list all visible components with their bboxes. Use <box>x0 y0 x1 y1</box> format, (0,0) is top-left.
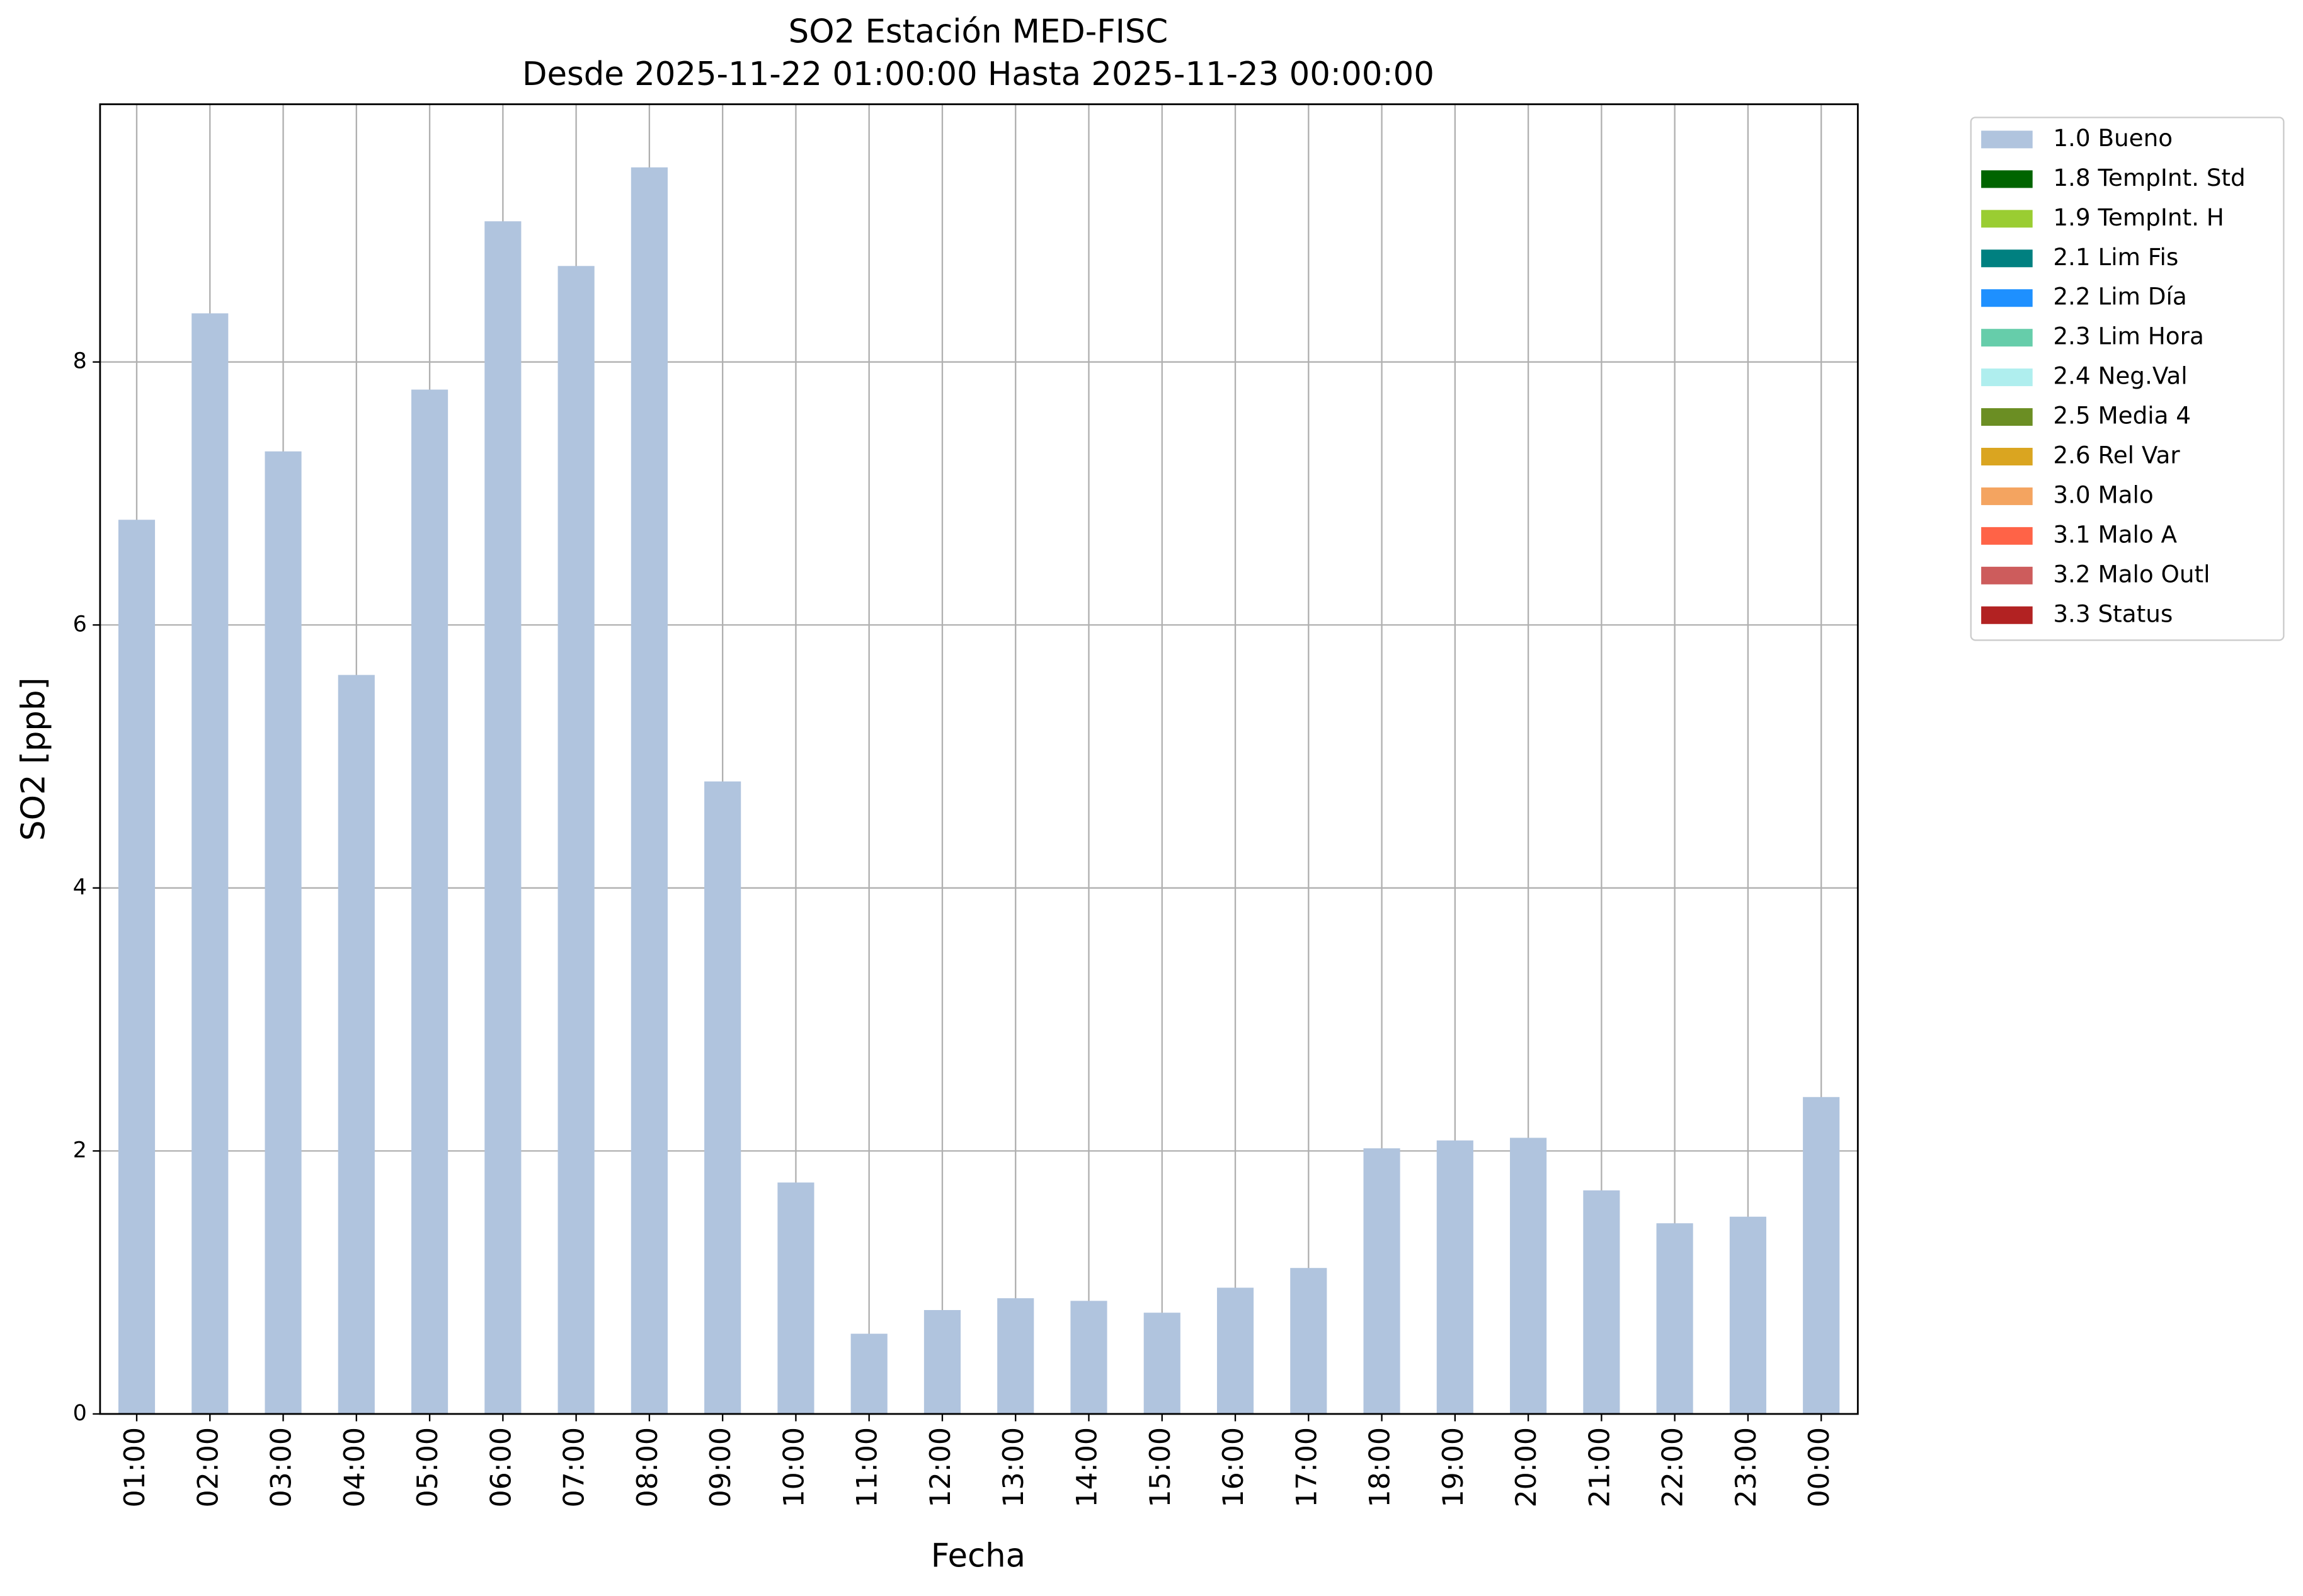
legend-label: 2.5 Media 4 <box>2053 402 2191 430</box>
bar <box>1656 1223 1693 1414</box>
bar <box>338 675 375 1414</box>
x-tick-label: 18:00 <box>1364 1427 1397 1508</box>
bar <box>850 1333 888 1414</box>
bar <box>191 313 229 1414</box>
legend-swatch <box>1981 368 2033 387</box>
legend-label: 2.2 Lim Día <box>2053 283 2186 311</box>
x-tick-label: 21:00 <box>1584 1427 1616 1508</box>
bar <box>484 221 522 1414</box>
x-tick-label: 22:00 <box>1657 1427 1689 1508</box>
y-axis-label: SO2 [ppb] <box>14 678 52 841</box>
bar <box>777 1182 814 1414</box>
bar <box>704 781 741 1414</box>
y-tick-label: 4 <box>73 875 87 900</box>
x-tick-label: 09:00 <box>705 1427 737 1508</box>
legend-swatch <box>1981 527 2033 545</box>
legend-label: 2.1 Lim Fis <box>2053 243 2178 271</box>
legend-swatch <box>1981 130 2033 149</box>
x-tick-label: 11:00 <box>852 1427 884 1508</box>
legend-swatch <box>1981 606 2033 624</box>
legend-label: 1.9 TempInt. H <box>2053 203 2224 231</box>
x-tick-label: 17:00 <box>1291 1427 1323 1508</box>
x-tick-label: 04:00 <box>339 1427 371 1508</box>
bar <box>631 167 668 1414</box>
x-tick-label: 20:00 <box>1511 1427 1543 1508</box>
x-tick-label: 12:00 <box>925 1427 957 1508</box>
bar <box>1436 1140 1473 1414</box>
legend-label: 3.1 Malo A <box>2053 520 2177 548</box>
x-tick-label: 02:00 <box>192 1427 224 1508</box>
legend-swatch <box>1981 289 2033 307</box>
bar <box>1583 1190 1620 1414</box>
bars <box>118 167 1840 1414</box>
legend-label: 2.3 Lim Hora <box>2053 322 2203 350</box>
chart-title: SO2 Estación MED-FISC <box>789 13 1169 51</box>
plot-frame <box>99 103 1859 1415</box>
x-tick-label: 01:00 <box>119 1427 151 1508</box>
x-tick-label: 08:00 <box>632 1427 664 1508</box>
bar <box>557 266 595 1414</box>
x-tick-label: 19:00 <box>1437 1427 1470 1508</box>
x-tick-label: 13:00 <box>998 1427 1030 1508</box>
bar <box>1216 1287 1254 1414</box>
y-tick-label: 6 <box>73 612 87 637</box>
legend-label: 2.6 Rel Var <box>2053 441 2180 469</box>
x-tick-label: 03:00 <box>266 1427 298 1508</box>
y-tick-label: 2 <box>73 1137 87 1163</box>
x-tick-label: 00:00 <box>1803 1427 1836 1508</box>
x-tick-label: 05:00 <box>412 1427 444 1508</box>
bar <box>1729 1216 1766 1414</box>
legend-label: 3.0 Malo <box>2053 481 2153 508</box>
x-tick-label: 23:00 <box>1730 1427 1763 1508</box>
legend-swatch <box>1981 170 2033 188</box>
x-tick-label: 16:00 <box>1218 1427 1250 1508</box>
legend-swatch <box>1981 210 2033 228</box>
legend-swatch <box>1981 448 2033 465</box>
y-tick-label: 8 <box>73 349 87 374</box>
bar <box>265 451 302 1414</box>
legend-label: 1.8 TempInt. Std <box>2053 164 2245 191</box>
bar <box>1290 1268 1327 1414</box>
x-tick-label: 06:00 <box>485 1427 517 1508</box>
bar <box>997 1298 1034 1414</box>
x-tick-label: 07:00 <box>559 1427 591 1508</box>
y-tick-label: 0 <box>73 1401 87 1426</box>
legend-label: 1.0 Bueno <box>2053 124 2173 152</box>
legend-swatch <box>1981 249 2033 268</box>
x-tick-label: 10:00 <box>778 1427 810 1508</box>
chart-subtitle: Desde 2025-11-22 01:00:00 Hasta 2025-11-… <box>522 55 1434 93</box>
legend-swatch <box>1981 408 2033 426</box>
bar <box>118 520 156 1414</box>
bar <box>1363 1148 1400 1414</box>
legend-swatch <box>1981 487 2033 505</box>
legend-label: 3.2 Malo Outl <box>2053 560 2210 588</box>
legend-label: 3.3 Status <box>2053 600 2173 627</box>
legend-label: 2.4 Neg.Val <box>2053 362 2187 390</box>
legend-box <box>1970 117 2285 641</box>
legend-swatch <box>1981 566 2033 584</box>
bar <box>923 1309 961 1414</box>
legend-swatch <box>1981 329 2033 347</box>
x-tick-label: 14:00 <box>1071 1427 1103 1508</box>
bar <box>1510 1137 1547 1414</box>
x-tick-label: 15:00 <box>1145 1427 1177 1508</box>
bar <box>1803 1097 1840 1414</box>
bar <box>411 389 449 1414</box>
bar <box>1143 1313 1180 1414</box>
x-axis-label: Fecha <box>931 1537 1026 1575</box>
bar <box>1070 1301 1107 1414</box>
